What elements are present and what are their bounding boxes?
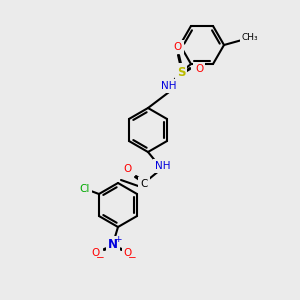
Text: −: − — [96, 253, 104, 263]
Text: O: O — [123, 164, 131, 174]
Text: O: O — [195, 64, 203, 74]
Text: S: S — [177, 66, 185, 79]
Text: CH₃: CH₃ — [242, 34, 258, 43]
Text: N: N — [108, 238, 118, 251]
Text: O: O — [174, 42, 182, 52]
Text: NH: NH — [155, 161, 171, 171]
Text: O: O — [124, 248, 132, 258]
Text: O: O — [92, 248, 100, 258]
Text: NH: NH — [161, 81, 177, 91]
Text: C: C — [140, 179, 148, 189]
Text: −: − — [128, 253, 136, 263]
Text: +: + — [114, 236, 122, 244]
Text: Cl: Cl — [80, 184, 90, 194]
